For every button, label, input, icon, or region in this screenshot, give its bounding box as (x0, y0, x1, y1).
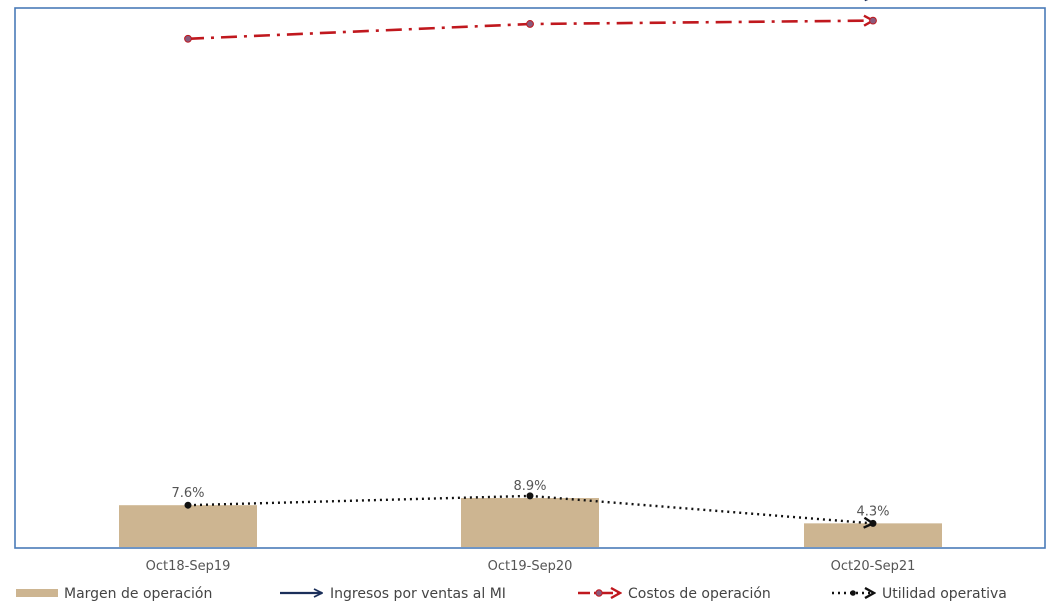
x-tick-label-oct18-sep19: Oct18-Sep19 (146, 559, 231, 574)
data-label-oct20-sep21: 4.3% (856, 504, 889, 519)
point-costos-de-operacion-oct18-sep19 (184, 34, 192, 43)
bars-layer (119, 498, 942, 547)
legend-marker-utilidad-operativa (850, 590, 856, 596)
data-labels-layer: 7.6% 8.9% 4.3% (171, 479, 889, 519)
point-utilidad-operativa-oct18-sep19 (184, 501, 192, 509)
lines-layer (184, 0, 877, 527)
x-tick-label-oct20-sep21: Oct20-Sep21 (831, 559, 916, 574)
data-label-oct19-sep20: 8.9% (513, 479, 546, 494)
point-costos-de-operacion-oct20-sep21 (869, 16, 877, 25)
plot-frame (14, 7, 1046, 549)
legend-label-utilidad-operativa: Utilidad operativa (882, 586, 1007, 602)
legend-label-margen-de-operacion: Margen de operación (64, 586, 212, 602)
x-tick-label-oct19-sep20: Oct19-Sep20 (488, 559, 573, 574)
data-label-oct18-sep19: 7.6% (171, 486, 204, 501)
legend-label-ingresos-por-ventas-al-mi: Ingresos por ventas al MI (330, 586, 506, 602)
legend-swatch-margen-de-operacion (16, 589, 58, 597)
bar-oct18-sep19 (119, 505, 257, 547)
legend-marker-costos-de-operacion (595, 589, 603, 597)
bar-oct19-sep20 (461, 498, 599, 547)
point-utilidad-operativa-oct20-sep21 (869, 519, 877, 527)
x-axis: Oct18-Sep19 Oct19-Sep20 Oct20-Sep21 (146, 559, 916, 574)
bar-oct20-sep21 (804, 523, 942, 547)
legend: Margen de operación Ingresos por ventas a… (16, 586, 1007, 602)
legend-label-costos-de-operacion: Costos de operación (628, 586, 771, 602)
point-utilidad-operativa-oct19-sep20 (526, 492, 534, 500)
point-costos-de-operacion-oct19-sep20 (526, 20, 534, 28)
